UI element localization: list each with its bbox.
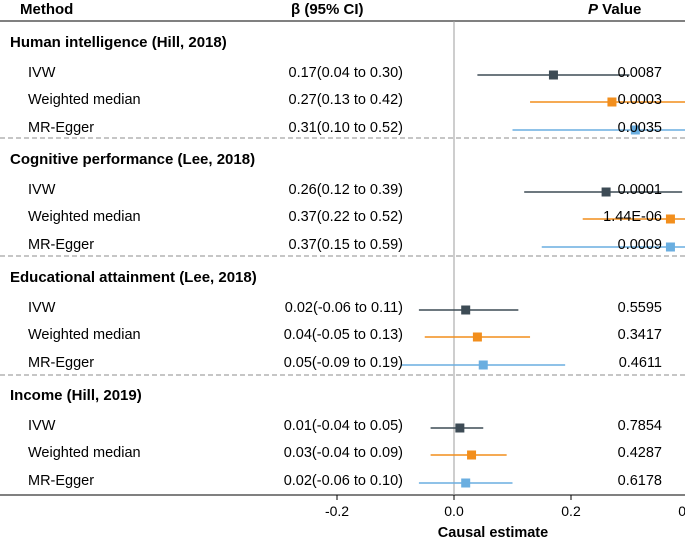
beta-ci-value: 0.02(-0.06 to 0.10) (283, 473, 403, 489)
method-label: IVW (28, 182, 56, 198)
method-label: IVW (28, 418, 56, 434)
p-value: 0.0003 (617, 92, 662, 108)
method-label: Weighted median (28, 92, 141, 108)
x-tick-label: 0.2 (561, 503, 581, 519)
beta-ci-value: 0.26(0.12 to 0.39) (288, 182, 403, 198)
x-axis-label: Causal estimate (438, 525, 548, 541)
point-estimate-marker (472, 332, 482, 342)
exposure-group-title: Human intelligence (Hill, 2018) (10, 34, 227, 51)
exposure-group-title: Cognitive performance (Lee, 2018) (10, 151, 256, 168)
p-value: 0.4611 (618, 355, 662, 371)
beta-ci-value: 0.03(-0.04 to 0.09) (283, 445, 403, 461)
point-estimate-marker (455, 423, 465, 433)
point-estimate-marker (607, 97, 617, 107)
p-value: 1.44E-06 (603, 209, 662, 225)
beta-ci-value: 0.05(-0.09 to 0.19) (283, 355, 403, 371)
point-estimate-marker (478, 360, 488, 370)
beta-ci-value: 0.17(0.04 to 0.30) (288, 65, 403, 81)
p-italic: P (588, 1, 599, 18)
x-tick-label: 0.4 (678, 503, 685, 519)
p-value: 0.3417 (617, 327, 662, 343)
p-value: 0.4287 (617, 445, 662, 461)
point-estimate-marker (665, 242, 675, 252)
p-value: 0.6178 (617, 473, 662, 489)
beta-ci-value: 0.37(0.22 to 0.52) (288, 209, 403, 225)
p-value: 0.0087 (617, 65, 662, 81)
point-estimate-marker (601, 187, 611, 197)
beta-ci-value: 0.27(0.13 to 0.42) (288, 92, 403, 108)
p-value: 0.5595 (617, 300, 662, 316)
beta-ci-value: 0.01(-0.04 to 0.05) (283, 418, 403, 434)
point-estimate-marker (548, 70, 558, 80)
method-label: MR-Egger (28, 355, 95, 371)
point-estimate-marker (461, 305, 471, 315)
p-value: 0.7854 (617, 418, 662, 434)
method-label: IVW (28, 65, 56, 81)
x-tick-label: 0.0 (444, 503, 464, 519)
method-label: MR-Egger (28, 120, 95, 136)
beta-ci-value: 0.04(-0.05 to 0.13) (283, 327, 403, 343)
point-estimate-marker (461, 478, 471, 488)
point-estimate-marker (467, 450, 477, 460)
method-column-header: Method (20, 1, 74, 18)
method-label: Weighted median (28, 209, 141, 225)
p-value-column-header: P Value (588, 1, 641, 18)
p-value-label: Value (598, 1, 642, 18)
exposure-group-title: Income (Hill, 2019) (10, 387, 142, 404)
beta-column-header: β (95% CI) (291, 1, 364, 18)
p-value: 0.0009 (617, 237, 662, 253)
beta-ci-value: 0.31(0.10 to 0.52) (288, 120, 403, 136)
method-label: Weighted median (28, 327, 141, 343)
method-label: IVW (28, 300, 56, 316)
point-estimate-marker (630, 125, 640, 135)
exposure-group-title: Educational attainment (Lee, 2018) (10, 269, 257, 286)
method-label: MR-Egger (28, 473, 95, 489)
p-value: 0.0035 (617, 120, 662, 136)
point-estimate-marker (665, 214, 675, 224)
x-tick-label: -0.2 (325, 503, 349, 519)
method-label: MR-Egger (28, 237, 95, 253)
p-value: 0.0001 (617, 182, 662, 198)
method-label: Weighted median (28, 445, 141, 461)
beta-ci-value: 0.02(-0.06 to 0.11) (284, 300, 403, 316)
beta-ci-value: 0.37(0.15 to 0.59) (288, 237, 403, 253)
